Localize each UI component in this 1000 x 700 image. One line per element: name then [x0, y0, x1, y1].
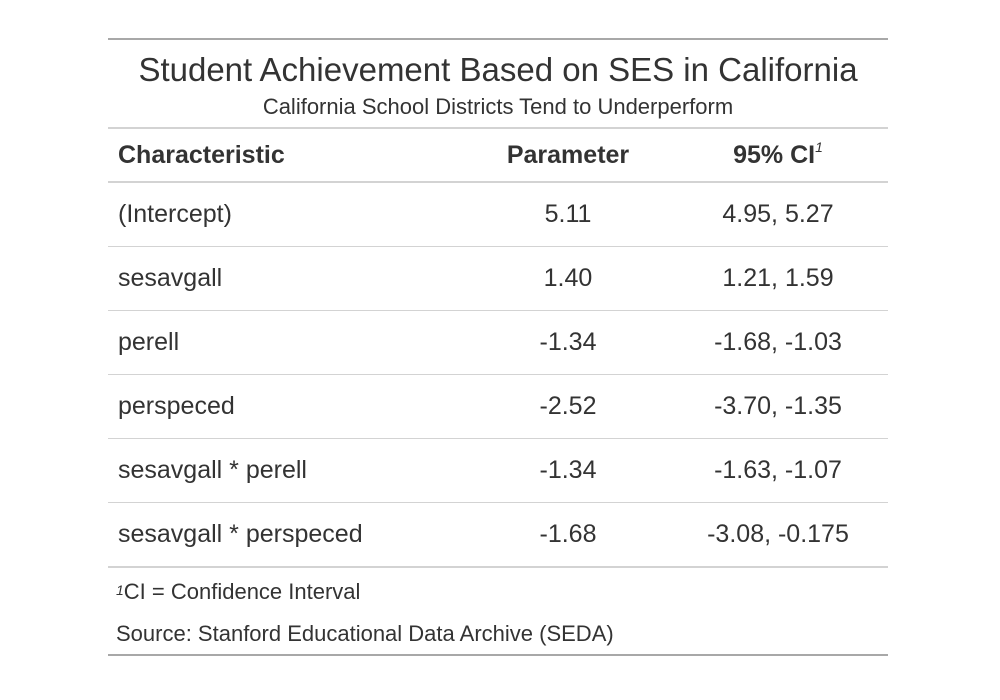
- row-characteristic: perspeced: [108, 374, 468, 439]
- row-characteristic: (Intercept): [108, 182, 468, 247]
- table-row: (Intercept) 5.11 4.95, 5.27: [108, 182, 888, 247]
- row-parameter: -2.52: [468, 374, 668, 439]
- footnote-ci: 1CI = Confidence Interval: [116, 568, 888, 606]
- results-table: Characteristic Parameter 95% CI1 (Interc…: [108, 127, 888, 567]
- source-note: Source: Stanford Educational Data Archiv…: [116, 621, 614, 646]
- row-parameter: -1.34: [468, 310, 668, 375]
- row-characteristic: sesavgall * perspeced: [108, 502, 468, 567]
- footnote-marker: 1: [116, 582, 124, 598]
- table-row: sesavgall * perell -1.34 -1.63, -1.07: [108, 438, 888, 503]
- row-characteristic: perell: [108, 310, 468, 375]
- table-row: sesavgall 1.40 1.21, 1.59: [108, 246, 888, 311]
- table-row: perell -1.34 -1.68, -1.03: [108, 310, 888, 375]
- header-parameter: Parameter: [506, 140, 630, 169]
- header-ci-label: 95% CI: [733, 140, 816, 169]
- row-ci: -1.68, -1.03: [668, 310, 888, 375]
- row-ci: 1.21, 1.59: [668, 246, 888, 311]
- row-parameter: -1.68: [468, 502, 668, 567]
- header-ci-footnote-marker: 1: [815, 138, 823, 155]
- table-title: Student Achievement Based on SES in Cali…: [138, 51, 858, 88]
- regression-table: Student Achievement Based on SES in Cali…: [108, 38, 888, 656]
- row-ci: 4.95, 5.27: [668, 182, 888, 247]
- row-parameter: 5.11: [468, 182, 668, 247]
- row-characteristic: sesavgall * perell: [108, 438, 468, 503]
- table-subtitle: California School Districts Tend to Unde…: [262, 94, 734, 119]
- header-row: Characteristic Parameter 95% CI1: [108, 128, 888, 182]
- row-ci: -3.70, -1.35: [668, 374, 888, 439]
- table-footnotes: 1CI = Confidence Interval Source: Stanfo…: [108, 567, 888, 654]
- row-ci: -1.63, -1.07: [668, 438, 888, 503]
- top-rule: [108, 38, 888, 40]
- row-characteristic: sesavgall: [108, 246, 468, 311]
- row-parameter: -1.34: [468, 438, 668, 503]
- row-parameter: 1.40: [468, 246, 668, 311]
- footnote-text: CI = Confidence Interval: [123, 579, 361, 604]
- header-ci: 95% CI1: [668, 128, 888, 182]
- bottom-rule: [108, 654, 888, 656]
- table-row: sesavgall * perspeced -1.68 -3.08, -0.17…: [108, 502, 888, 567]
- table-row: perspeced -2.52 -3.70, -1.35: [108, 374, 888, 439]
- header-characteristic: Characteristic: [118, 140, 285, 169]
- row-ci: -3.08, -0.175: [668, 502, 888, 567]
